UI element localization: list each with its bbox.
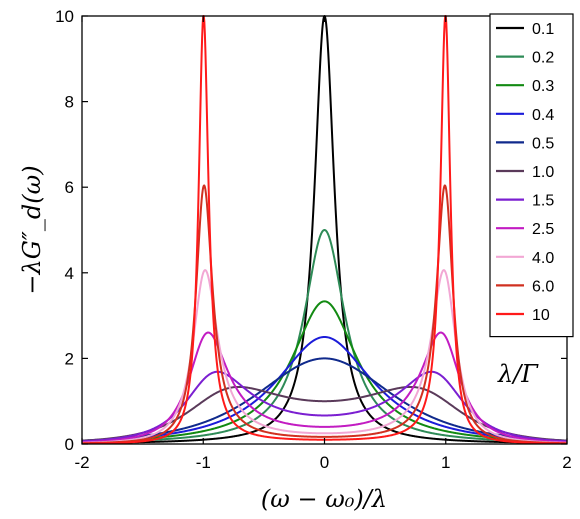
series-line-0-4 xyxy=(81,336,568,442)
legend-entry: 10 xyxy=(532,307,550,324)
legend-entry: 0.1 xyxy=(532,21,554,38)
series-line-4-0 xyxy=(81,269,568,444)
legend-title: λ/Γ xyxy=(497,360,539,388)
y-tick-label: 2 xyxy=(65,349,74,368)
series-line-2-5 xyxy=(81,331,568,444)
legend-entry: 6.0 xyxy=(532,278,554,295)
y-tick-label: 4 xyxy=(65,264,74,283)
legend-entry: 0.5 xyxy=(532,135,554,152)
legend: 0.1 0.2 0.3 0.4 0.5 1.0 1.5 2.5 4.0 6.0 10 xyxy=(489,13,574,338)
x-tick-label: 1 xyxy=(441,453,450,472)
legend-entry: 0.3 xyxy=(532,78,554,95)
y-tick-label: 8 xyxy=(65,93,74,112)
legend-entry: 0.2 xyxy=(532,50,554,67)
legend-entry: 2.5 xyxy=(532,221,554,238)
legend-entry: 0.4 xyxy=(532,107,554,124)
y-axis-label: −λG″_d(ω) xyxy=(18,165,46,294)
series-curves xyxy=(81,15,568,445)
x-tick-label: 0 xyxy=(320,453,329,472)
x-axis-label: (ω − ω₀)/λ xyxy=(261,485,387,513)
series-line-0-2 xyxy=(81,229,568,444)
x-tick-label: 2 xyxy=(562,453,571,472)
axis-ticks: -2 -1 0 1 2 0 2 4 6 8 10 xyxy=(55,7,572,472)
legend-entry: 4.0 xyxy=(532,250,554,267)
series-line-1-0 xyxy=(81,385,568,442)
y-tick-label: 6 xyxy=(65,178,74,197)
y-tick-label: 0 xyxy=(65,435,74,454)
y-tick-label: 10 xyxy=(55,7,74,26)
legend-box xyxy=(489,13,574,338)
legend-entry: 1.5 xyxy=(532,193,554,210)
legend-entry: 1.0 xyxy=(532,164,554,181)
series-line-6-0 xyxy=(81,184,568,445)
x-tick-label: -2 xyxy=(74,453,89,472)
x-tick-label: -1 xyxy=(196,453,211,472)
